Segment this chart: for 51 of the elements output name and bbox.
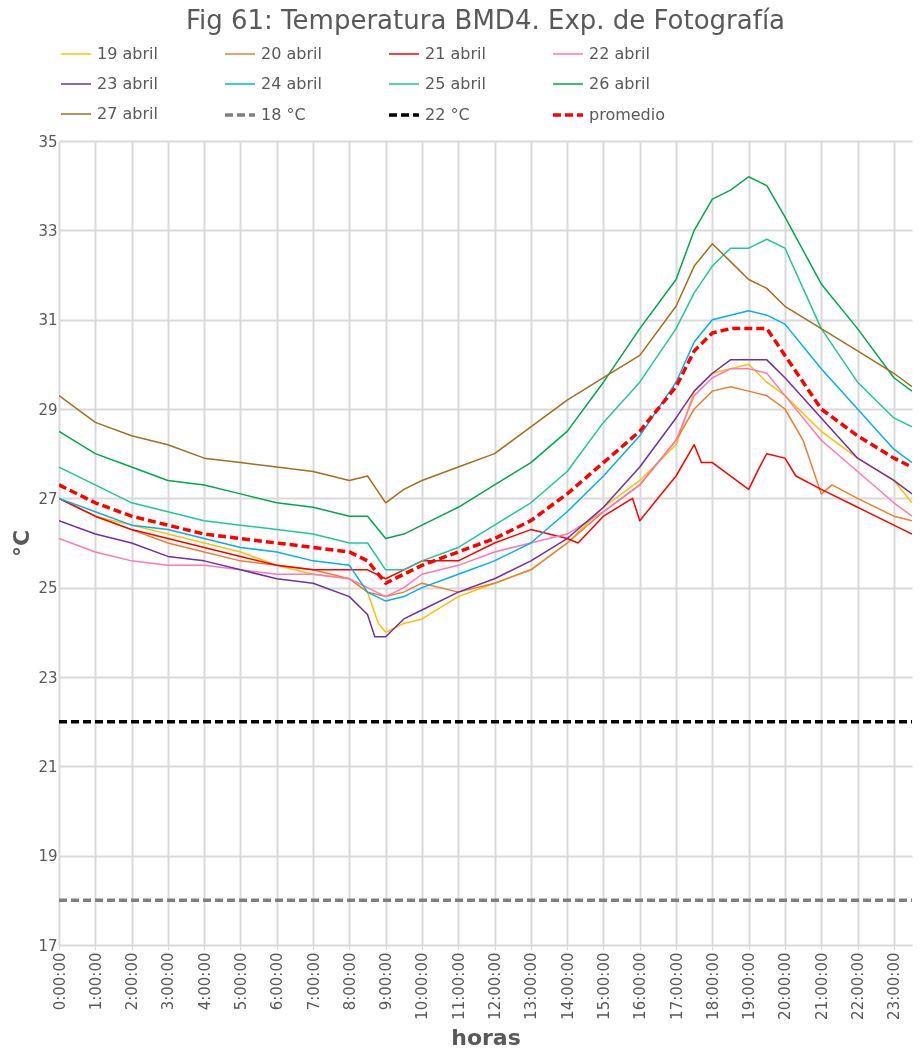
x-tick-label: 22:00:00	[849, 952, 868, 1020]
x-tick-label: 10:00:00	[413, 952, 432, 1020]
y-tick-label: 27	[38, 489, 58, 508]
legend-label: 26 abril	[589, 74, 650, 93]
y-tick-label: 23	[38, 668, 58, 687]
x-tick-label: 13:00:00	[522, 952, 541, 1020]
y-tick-label: 29	[38, 400, 58, 419]
y-tick-label: 35	[38, 132, 58, 151]
legend-label: 20 abril	[261, 44, 322, 63]
x-tick-label: 4:00:00	[195, 952, 214, 1011]
y-tick-label: 33	[38, 221, 58, 240]
legend-label: 22 °C	[425, 105, 470, 124]
x-tick-label: 19:00:00	[740, 952, 759, 1020]
legend-label: promedio	[589, 105, 665, 124]
line-series	[59, 238, 912, 571]
y-tick-label: 19	[38, 847, 58, 866]
x-tick-label: 14:00:00	[558, 952, 577, 1020]
x-axis-title: horas	[451, 1024, 521, 1050]
x-tick-label: 0:00:00	[50, 952, 69, 1011]
y-tick-label: 31	[38, 311, 58, 330]
x-tick-label: 21:00:00	[812, 952, 831, 1020]
legend-label: 21 abril	[425, 44, 486, 63]
x-tick-label: 9:00:00	[377, 952, 396, 1011]
line-series	[59, 242, 912, 504]
x-tick-label: 18:00:00	[703, 952, 722, 1020]
x-tick-label: 6:00:00	[268, 952, 287, 1011]
x-tick-label: 1:00:00	[86, 952, 105, 1011]
x-tick-label: 17:00:00	[667, 952, 686, 1020]
x-tick-label: 8:00:00	[340, 952, 359, 1011]
x-tick-label: 3:00:00	[159, 952, 178, 1011]
x-tick-label: 5:00:00	[231, 952, 250, 1011]
legend-label: 19 abril	[97, 44, 158, 63]
line-series	[59, 175, 912, 540]
legend-label: 22 abril	[589, 44, 650, 63]
legend-label: 18 °C	[261, 105, 306, 124]
legend-label: 27 abril	[97, 104, 158, 123]
y-axis-title: °C	[9, 529, 35, 558]
x-tick-label: 20:00:00	[776, 952, 795, 1020]
x-tick-label: 12:00:00	[486, 952, 505, 1020]
legend-label: 23 abril	[97, 74, 158, 93]
x-tick-label: 16:00:00	[631, 952, 650, 1020]
legend-label: 24 abril	[261, 74, 322, 93]
legend-label: 25 abril	[425, 74, 486, 93]
y-tick-label: 21	[38, 757, 58, 776]
chart-title: Fig 61: Temperatura BMD4. Exp. de Fotografía	[185, 5, 786, 35]
x-tick-label: 7:00:00	[304, 952, 323, 1011]
x-tick-label: 23:00:00	[885, 952, 904, 1020]
y-tick-label: 25	[38, 579, 58, 598]
x-tick-label: 15:00:00	[594, 952, 613, 1020]
x-tick-label: 2:00:00	[123, 952, 142, 1011]
x-tick-label: 11:00:00	[449, 952, 468, 1020]
